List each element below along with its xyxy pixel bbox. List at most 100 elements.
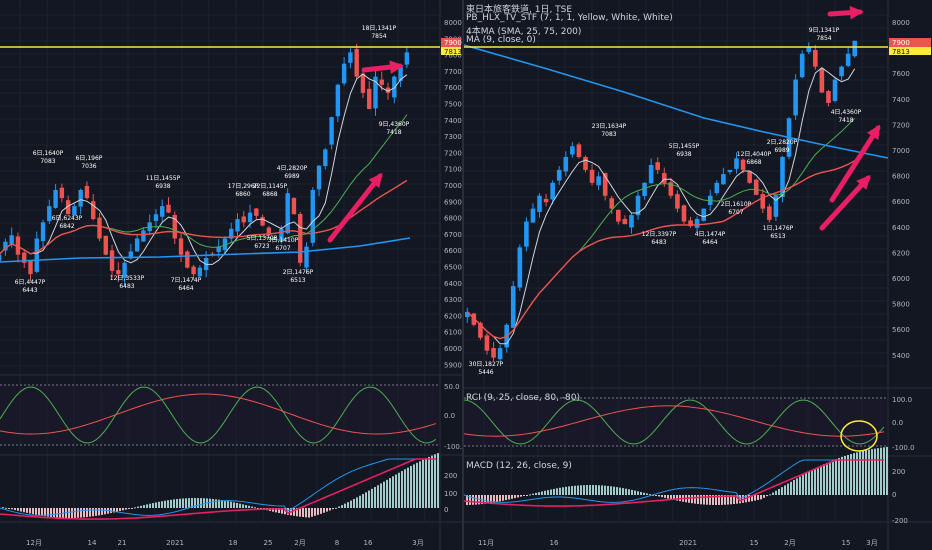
rci-axis-label: 0.0 (444, 412, 455, 420)
macd-histogram-bar (484, 495, 486, 504)
candle-body (222, 238, 228, 251)
macd-histogram-bar (646, 493, 648, 495)
swing-value-label: 6842 (59, 223, 74, 230)
indicator-pb-hlx[interactable]: PB_HLX_TV_STF (7, 1, 1, Yellow, White, W… (466, 13, 673, 23)
right-chart-canvas[interactable]: 8000780076007400720070006800660064006200… (464, 0, 932, 550)
macd-histogram-bar (203, 498, 205, 508)
price-axis-label: 7800 (444, 52, 462, 60)
swing-value-label: 7036 (81, 163, 96, 170)
macd-histogram-bar (140, 505, 142, 508)
candle-body (354, 49, 359, 77)
pane-divider[interactable] (462, 0, 464, 550)
macd-histogram-bar (637, 491, 639, 495)
indicator-ma9[interactable]: MA (9, close, 0) (466, 35, 536, 45)
swing-date-label: 9日,4360P (379, 121, 410, 128)
swing-value-label: 6464 (702, 239, 717, 246)
macd-histogram-bar (170, 499, 172, 508)
macd-histogram-bar (329, 508, 331, 511)
macd-histogram-bar (532, 493, 534, 495)
macd-histogram-bar (571, 486, 573, 495)
macd-histogram-bar (134, 507, 136, 509)
candle-body (235, 219, 240, 232)
macd-histogram-bar (164, 500, 166, 508)
macd-histogram-bar (724, 495, 726, 505)
macd-histogram-bar (407, 467, 409, 508)
macd-histogram-bar (20, 508, 22, 512)
macd-histogram-bar (359, 495, 361, 508)
candle-body (298, 214, 303, 263)
macd-histogram-bar (829, 461, 831, 495)
candle-body (747, 171, 752, 183)
price-axis-label: 7700 (444, 68, 462, 76)
macd-histogram-bar (781, 487, 783, 495)
chart-title[interactable]: 東日本旅客鉄道, 1日, TSE (466, 5, 573, 15)
macd-histogram-bar (104, 508, 106, 515)
price-axis-label: 7000 (892, 147, 910, 155)
price-axis-label: 6900 (444, 198, 462, 206)
macd-histogram-bar (721, 495, 723, 505)
macd-histogram-bar (302, 508, 304, 518)
macd-histogram-bar (371, 488, 373, 508)
price-axis-label: 6200 (444, 312, 462, 320)
swing-date-label: 17日,296P (228, 183, 259, 190)
swing-value-label: 6938 (676, 151, 691, 158)
price-axis-label: 5400 (892, 352, 910, 360)
time-axis-label: 18 (229, 539, 238, 547)
macd-histogram-bar (727, 495, 729, 505)
macd-histogram-bar (125, 508, 127, 510)
macd-histogram-bar (790, 481, 792, 495)
price-axis-label: 6000 (444, 345, 462, 353)
macd-histogram-bar (191, 498, 193, 508)
macd-histogram-bar (362, 494, 364, 508)
right-chart-pane[interactable]: 8000780076007400720070006800660064006200… (464, 0, 932, 550)
macd-histogram-bar (583, 485, 585, 495)
candle-body (97, 217, 102, 239)
macd-histogram-bar (350, 500, 352, 508)
swing-value-label: 6989 (774, 147, 789, 154)
candle-body (141, 230, 146, 242)
ma9-line (466, 67, 856, 345)
price-axis-label: 7400 (444, 117, 462, 125)
macd-histogram-bar (173, 499, 175, 508)
candle-body (40, 222, 46, 242)
macd-histogram-bar (859, 451, 861, 495)
price-axis-label: 7000 (444, 182, 462, 190)
candle-body (360, 73, 366, 93)
macd-histogram-bar (422, 459, 424, 508)
macd-histogram-bar (419, 461, 421, 508)
macd-histogram-bar (784, 485, 786, 495)
indicator-4ma[interactable]: 4本MA (SMA, 25, 75, 200) (466, 27, 582, 37)
macd-label[interactable]: MACD (12, 26, close, 9) (466, 461, 572, 471)
macd-histogram-bar (77, 508, 79, 518)
swing-date-label: 6日,6243P (52, 215, 83, 222)
macd-histogram-bar (586, 485, 588, 495)
macd-histogram-bar (778, 488, 780, 495)
macd-histogram-bar (796, 478, 798, 495)
time-axis-label: 21 (118, 539, 127, 547)
swing-value-label: 6938 (155, 183, 170, 190)
macd-histogram-bar (8, 508, 10, 509)
macd-histogram-bar (257, 508, 259, 509)
left-chart-canvas[interactable]: 8000 7900 7800 7700 7600 7500 7400 7300 7200 7100… (0, 0, 462, 550)
rci-label[interactable]: RCI (9, 25, close, 80, -80) (466, 393, 581, 403)
macd-histogram-bar (224, 500, 226, 508)
candle-body (576, 144, 582, 157)
macd-histogram-bar (805, 473, 807, 495)
left-chart-pane[interactable]: 8000 7900 7800 7700 7600 7500 7400 7300 7200 7100… (0, 0, 462, 550)
swing-value-label: 6483 (651, 239, 666, 246)
macd-histogram-bar (550, 489, 552, 495)
macd-histogram-bar (344, 503, 346, 508)
macd-histogram-bar (667, 495, 669, 499)
candle-body (47, 206, 52, 222)
macd-histogram-bar (688, 495, 690, 503)
time-axis-label: 16 (550, 539, 559, 547)
candle-body (398, 66, 403, 81)
candle-body (675, 194, 680, 209)
macd-histogram-bar (428, 456, 430, 508)
swing-date-label: 4日,2820P (277, 165, 308, 172)
candle-body (185, 251, 190, 268)
current-price-badge (889, 38, 931, 47)
macd-histogram-bar (26, 508, 28, 513)
macd-histogram-bar (323, 508, 325, 513)
time-axis-label: 14 (88, 539, 97, 547)
